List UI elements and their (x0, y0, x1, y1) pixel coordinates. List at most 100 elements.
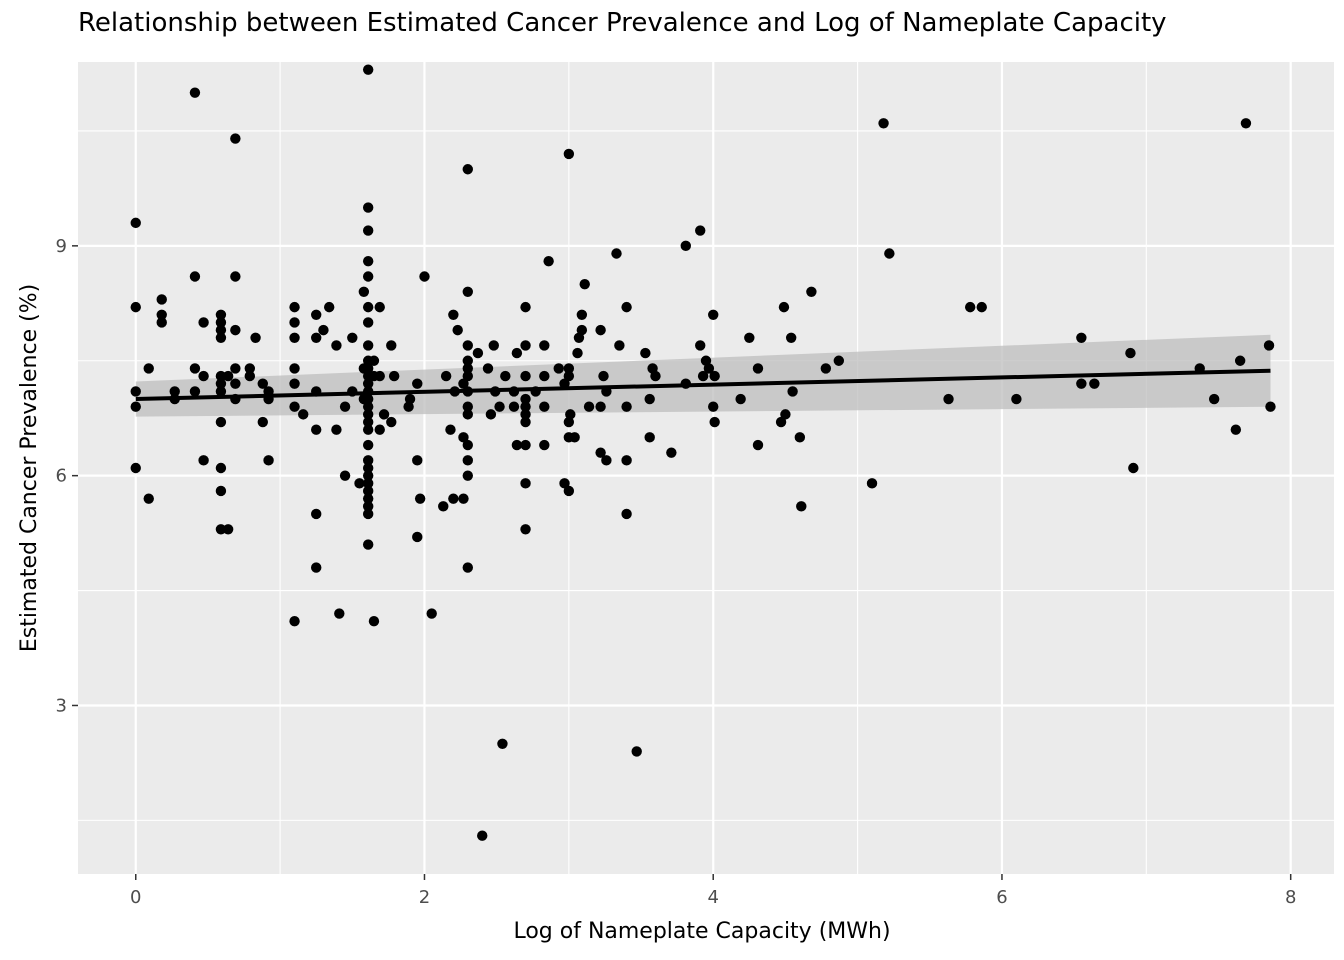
data-point (708, 401, 719, 412)
x-tick-label: 8 (1285, 887, 1296, 908)
data-point (520, 370, 531, 382)
data-point (215, 378, 227, 389)
data-point (215, 317, 227, 328)
major-gridlines (78, 62, 1334, 874)
data-point (1128, 462, 1139, 474)
data-point (520, 340, 531, 351)
data-point (964, 301, 976, 313)
data-point (472, 347, 484, 359)
data-point (543, 255, 554, 267)
data-point (462, 409, 473, 420)
data-point (374, 301, 385, 313)
data-point (752, 439, 764, 451)
data-point (156, 317, 167, 328)
data-point (601, 455, 612, 466)
x-tick-label: 0 (130, 887, 141, 908)
data-point (362, 401, 374, 412)
data-point (866, 478, 878, 489)
data-point (362, 501, 374, 512)
data-point (368, 616, 380, 627)
data-point (362, 539, 374, 550)
trend-line (135, 368, 1271, 402)
data-point (257, 416, 268, 428)
data-point (680, 240, 691, 252)
data-point (1230, 424, 1242, 435)
data-point (311, 424, 322, 435)
data-point (458, 378, 469, 389)
data-point (358, 286, 370, 298)
data-point (703, 363, 715, 374)
data-point (1125, 347, 1136, 359)
data-point (744, 332, 755, 343)
data-point (362, 508, 374, 520)
data-point (1240, 118, 1252, 129)
data-point (644, 393, 655, 405)
data-point (324, 301, 335, 313)
y-tick-label: 9 (56, 236, 67, 257)
y-axis-title: Estimated Cancer Prevalence (%) (17, 284, 42, 652)
data-point (368, 355, 380, 366)
data-point (331, 340, 342, 351)
data-point (354, 478, 365, 489)
data-point (362, 317, 374, 328)
data-point (215, 332, 227, 343)
data-point (614, 340, 625, 351)
data-point (388, 370, 400, 382)
data-point (289, 332, 300, 343)
data-point (563, 485, 575, 497)
data-point (440, 370, 452, 382)
data-point (500, 370, 511, 382)
data-point (339, 470, 351, 481)
data-point (169, 386, 180, 397)
data-point (833, 355, 845, 366)
data-point (650, 370, 661, 382)
data-point (230, 133, 241, 144)
data-point (511, 439, 523, 451)
data-point (215, 485, 227, 497)
data-point (494, 401, 505, 412)
data-point (347, 332, 358, 343)
data-point (289, 616, 300, 627)
data-point (198, 317, 209, 328)
data-point (215, 386, 227, 397)
data-point (311, 332, 322, 343)
data-point (709, 370, 720, 382)
data-point (289, 401, 300, 412)
data-point (412, 378, 423, 389)
x-tick-label: 4 (707, 887, 718, 908)
data-point (576, 324, 588, 336)
data-point (621, 508, 632, 520)
data-point (539, 340, 550, 351)
data-point (462, 286, 473, 298)
data-point (362, 439, 374, 451)
data-point (598, 370, 609, 382)
data-point (520, 524, 531, 535)
data-point (462, 439, 473, 451)
data-point (189, 271, 201, 282)
data-point (362, 393, 374, 405)
data-point (520, 439, 531, 451)
data-point (595, 324, 606, 336)
data-point (539, 401, 550, 412)
data-point (1089, 378, 1100, 389)
data-point (130, 462, 141, 474)
data-point (230, 378, 241, 389)
x-tick-label: 6 (996, 887, 1007, 908)
data-point (230, 363, 241, 374)
data-point (976, 301, 987, 313)
data-point (130, 217, 141, 229)
data-point (563, 148, 575, 160)
data-point (386, 416, 397, 428)
data-point (520, 416, 531, 428)
trend-line-layer (135, 368, 1271, 402)
data-point (386, 340, 397, 351)
data-point (697, 370, 709, 382)
data-point (708, 309, 719, 320)
data-point (362, 363, 374, 374)
data-point (289, 378, 300, 389)
data-point (257, 378, 268, 389)
data-point (362, 301, 374, 313)
data-point (539, 439, 550, 451)
data-point (785, 332, 797, 343)
data-point (215, 370, 227, 382)
